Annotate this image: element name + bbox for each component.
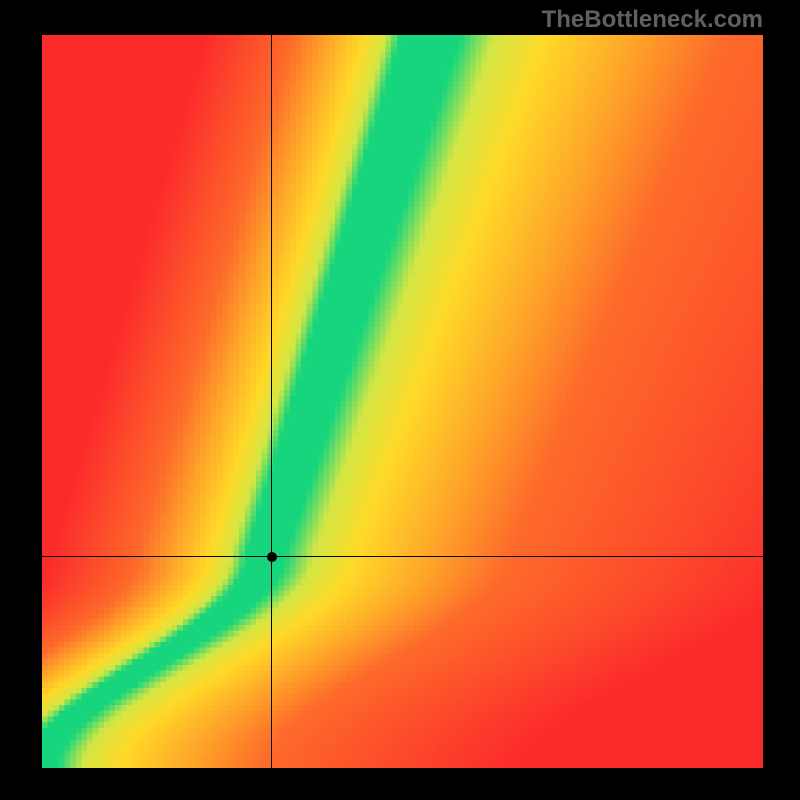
crosshair-marker bbox=[267, 552, 277, 562]
crosshair-vertical bbox=[271, 35, 272, 768]
watermark-text: TheBottleneck.com bbox=[542, 6, 763, 34]
crosshair-horizontal bbox=[42, 556, 763, 557]
bottleneck-heatmap bbox=[42, 35, 763, 768]
